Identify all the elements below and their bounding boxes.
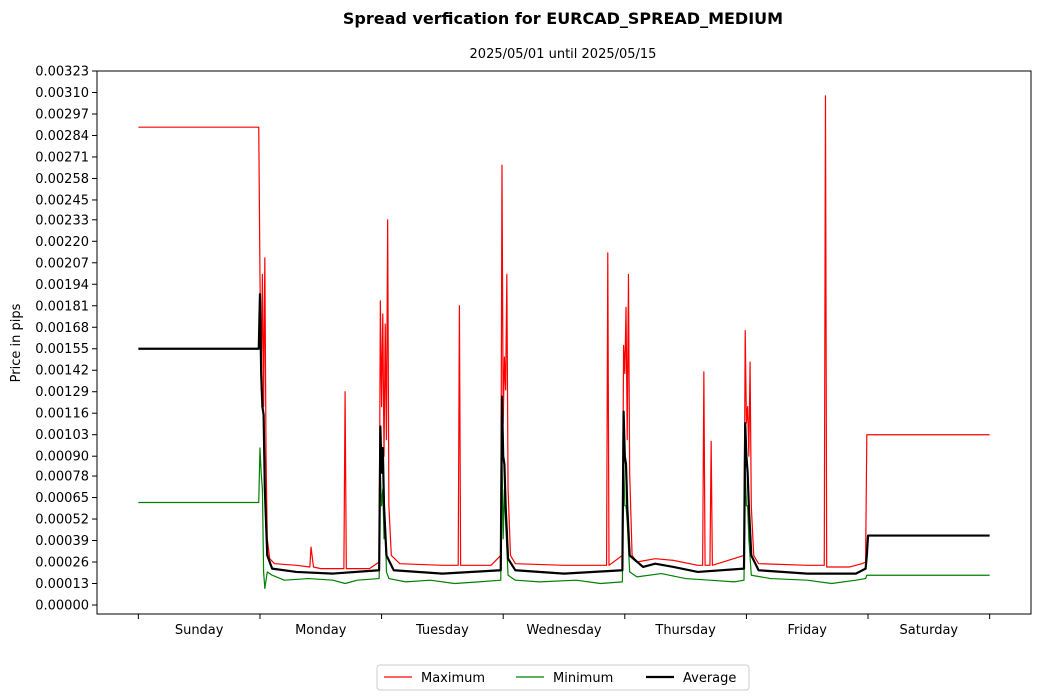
x-tick-label: Tuesday: [415, 623, 469, 638]
series-line-maximum: [138, 95, 990, 570]
series-layer: [138, 95, 990, 590]
y-tick-label: 0.00090: [35, 450, 89, 465]
y-tick-label: 0.00129: [35, 385, 89, 400]
plot-area-frame: [96, 70, 1032, 615]
legend-label-minimum: Minimum: [553, 671, 613, 686]
x-tick-label: Friday: [788, 623, 828, 638]
x-tick-label: Sunday: [175, 623, 224, 638]
y-tick-label: 0.00000: [35, 599, 89, 614]
x-tick-label: Thursday: [654, 623, 716, 638]
y-tick-label: 0.00052: [35, 513, 89, 528]
y-tick-label: 0.00284: [35, 129, 89, 144]
legend: Maximum Minimum Average: [376, 664, 750, 691]
y-tick-label: 0.00207: [35, 256, 89, 271]
series-line-average: [138, 293, 990, 575]
legend-frame: [376, 664, 750, 691]
y-tick-label: 0.00026: [35, 556, 89, 571]
y-tick-label: 0.00142: [35, 364, 89, 379]
y-tick-label: 0.00233: [35, 213, 89, 228]
y-axis-label: Price in pips: [9, 303, 24, 382]
y-tick-label: 0.00310: [35, 86, 89, 101]
y-tick-label: 0.00039: [35, 534, 89, 549]
y-tick-label: 0.00181: [35, 299, 89, 314]
y-tick-label: 0.00194: [35, 278, 89, 293]
legend-label-average: Average: [683, 671, 736, 686]
y-tick-label: 0.00168: [35, 321, 89, 336]
y-tick-label: 0.00155: [35, 342, 89, 357]
x-tick-label: Wednesday: [526, 623, 602, 638]
x-tick-label: Monday: [295, 623, 347, 638]
x-axis: Sunday Monday Tuesday Wednesday Thursday Frid…: [137, 614, 991, 638]
y-tick-label: 0.00245: [35, 193, 89, 208]
y-tick-label: 0.00013: [35, 577, 89, 592]
legend-label-maximum: Maximum: [421, 671, 485, 686]
y-tick-label: 0.00078: [35, 470, 89, 485]
y-tick-label: 0.00065: [35, 491, 89, 506]
y-tick-label: 0.00103: [35, 428, 89, 443]
y-axis: 0.00000 0.00013 0.00026 0.00039 0.00052 0.000…: [35, 65, 97, 614]
y-tick-label: 0.00297: [35, 107, 89, 122]
chart-subtitle: 2025/05/01 until 2025/05/15: [470, 47, 657, 62]
y-tick-label: 0.00271: [35, 150, 89, 165]
y-tick-label: 0.00116: [35, 407, 89, 422]
y-tick-label: 0.00220: [35, 235, 89, 250]
y-tick-label: 0.00323: [35, 65, 89, 80]
y-tick-label: 0.00258: [35, 172, 89, 187]
x-tick-label: Saturday: [900, 623, 959, 638]
chart-title: Spread verfication for EURCAD_SPREAD_MED…: [343, 9, 783, 28]
